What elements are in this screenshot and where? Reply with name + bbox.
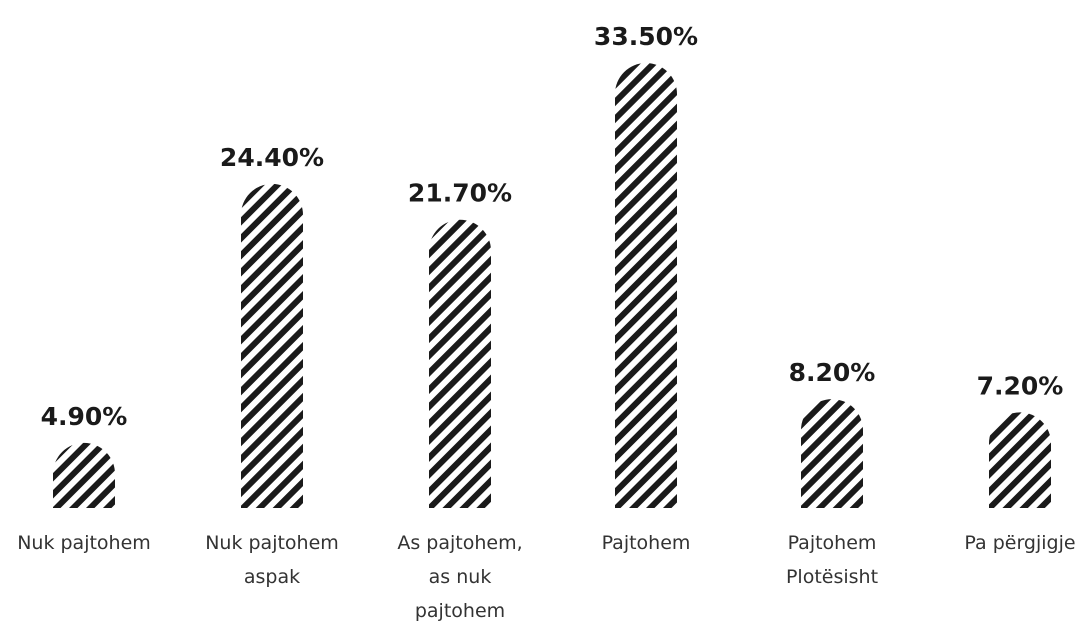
category-label-line: aspak — [244, 566, 300, 588]
category-label-line: Pa përgjigje — [964, 532, 1075, 554]
category-label-line: pajtohem — [415, 600, 505, 622]
value-label-6: 7.20% — [977, 371, 1064, 400]
bar-6 — [989, 412, 1051, 508]
category-label-1: Nuk pajtohem — [17, 532, 151, 554]
category-label-6: Pa përgjigje — [964, 532, 1075, 554]
category-label-line: Nuk pajtohem — [205, 532, 339, 554]
category-label-line: Nuk pajtohem — [17, 532, 151, 554]
value-label-5: 8.20% — [789, 358, 876, 387]
bar-5 — [801, 399, 863, 508]
bar-2 — [241, 183, 303, 509]
labels-layer: 4.90% Nuk pajtohem 24.40% Nuk pajtohem aspak… — [17, 22, 1075, 622]
category-label-line: Pajtohem — [602, 532, 691, 554]
category-label-4: Pajtohem — [602, 532, 691, 554]
bar-3 — [429, 219, 491, 508]
value-label-2: 24.40% — [220, 143, 324, 172]
bar-4 — [615, 63, 677, 508]
category-label-5: Pajtohem Plotësisht — [786, 532, 878, 588]
category-label-line: As pajtohem, — [397, 532, 522, 554]
value-label-1: 4.90% — [41, 402, 128, 431]
value-label-3: 21.70% — [408, 179, 512, 208]
bar-1 — [53, 442, 115, 508]
category-label-3: As pajtohem, as nuk pajtohem — [397, 532, 522, 622]
category-label-line: as nuk — [429, 566, 492, 588]
value-label-4: 33.50% — [594, 22, 698, 51]
category-label-2: Nuk pajtohem aspak — [205, 532, 339, 588]
bars-layer — [53, 63, 1051, 509]
category-label-line: Plotësisht — [786, 566, 878, 588]
category-label-line: Pajtohem — [788, 532, 877, 554]
